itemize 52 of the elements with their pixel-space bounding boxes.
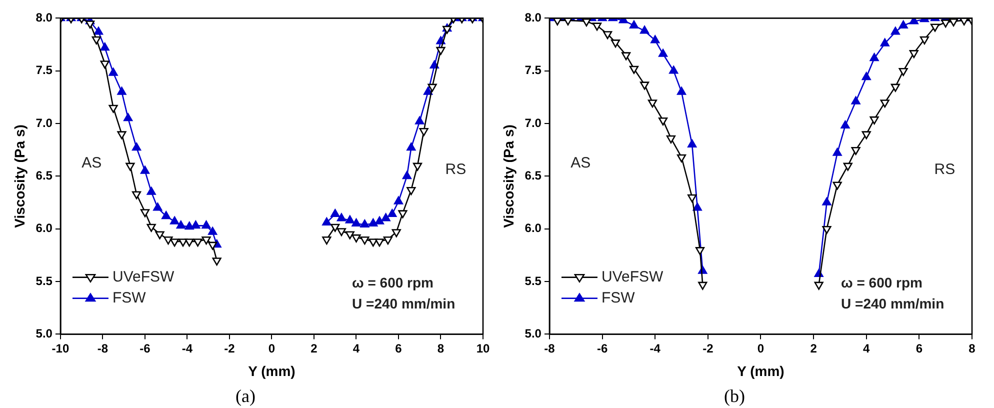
y-tick-label: 5.0: [36, 326, 53, 341]
legend-label: FSW: [601, 289, 636, 306]
x-tick-label: 0: [757, 342, 764, 356]
x-tick-label: 8: [968, 342, 976, 356]
y-axis-title: Viscosity (Pa s): [500, 124, 516, 228]
y-axis-title: Viscosity (Pa s): [11, 124, 28, 228]
x-tick-label: -6: [140, 342, 151, 356]
annotation: U =240 mm/min: [841, 296, 944, 312]
y-tick-label: 8.0: [36, 10, 53, 25]
legend-label: FSW: [112, 289, 147, 306]
x-axis-title: Y (mm): [248, 362, 296, 379]
annotation: U =240 mm/min: [352, 296, 456, 312]
annotation: ω = 600 rpm: [352, 274, 434, 290]
y-tick-label: 6.5: [36, 168, 53, 183]
y-tick-label: 6.0: [524, 221, 542, 236]
text: (a): [236, 386, 256, 406]
legend-label: UVeFSW: [601, 268, 664, 286]
legend-label: UVeFSW: [112, 268, 175, 286]
y-tick-label: 7.5: [36, 63, 53, 78]
annotation: AS: [570, 154, 591, 172]
x-tick-label: 2: [810, 342, 818, 356]
x-tick-label: -8: [544, 342, 556, 356]
x-tick-label: 0: [268, 342, 276, 356]
y-tick-label: 7.5: [524, 63, 542, 78]
x-tick-label: -4: [650, 342, 661, 356]
x-tick-label: 10: [476, 342, 490, 356]
x-tick-label: 6: [916, 342, 923, 356]
x-tick-label: 2: [310, 342, 318, 356]
x-tick-label: -2: [702, 342, 714, 356]
y-tick-label: 5.0: [524, 326, 542, 341]
x-tick-label: -8: [97, 342, 108, 356]
y-tick-label: 7.0: [524, 116, 542, 130]
y-tick-label: 5.5: [524, 274, 542, 288]
x-tick-label: 4: [863, 342, 870, 356]
annotation: RS: [934, 161, 956, 178]
annotation: AS: [82, 154, 102, 172]
x-tick-label: -4: [182, 342, 193, 356]
y-tick-label: 8.0: [524, 10, 542, 25]
y-tick-label: 6.5: [524, 168, 542, 183]
y-tick-label: 5.5: [36, 274, 53, 288]
annotation: RS: [445, 161, 466, 178]
x-tick-label: 6: [395, 342, 402, 356]
annotation: ω = 600 rpm: [841, 274, 923, 290]
x-tick-label: 8: [437, 342, 444, 356]
x-tick-label: -2: [224, 342, 236, 356]
x-tick-label: -6: [596, 342, 608, 356]
y-tick-label: 7.0: [36, 116, 53, 130]
text: (b): [724, 386, 745, 406]
x-axis-title: Y (mm): [737, 362, 784, 379]
x-tick-label: -10: [52, 342, 70, 356]
y-tick-label: 6.0: [36, 221, 53, 236]
x-tick-label: 4: [352, 342, 360, 356]
